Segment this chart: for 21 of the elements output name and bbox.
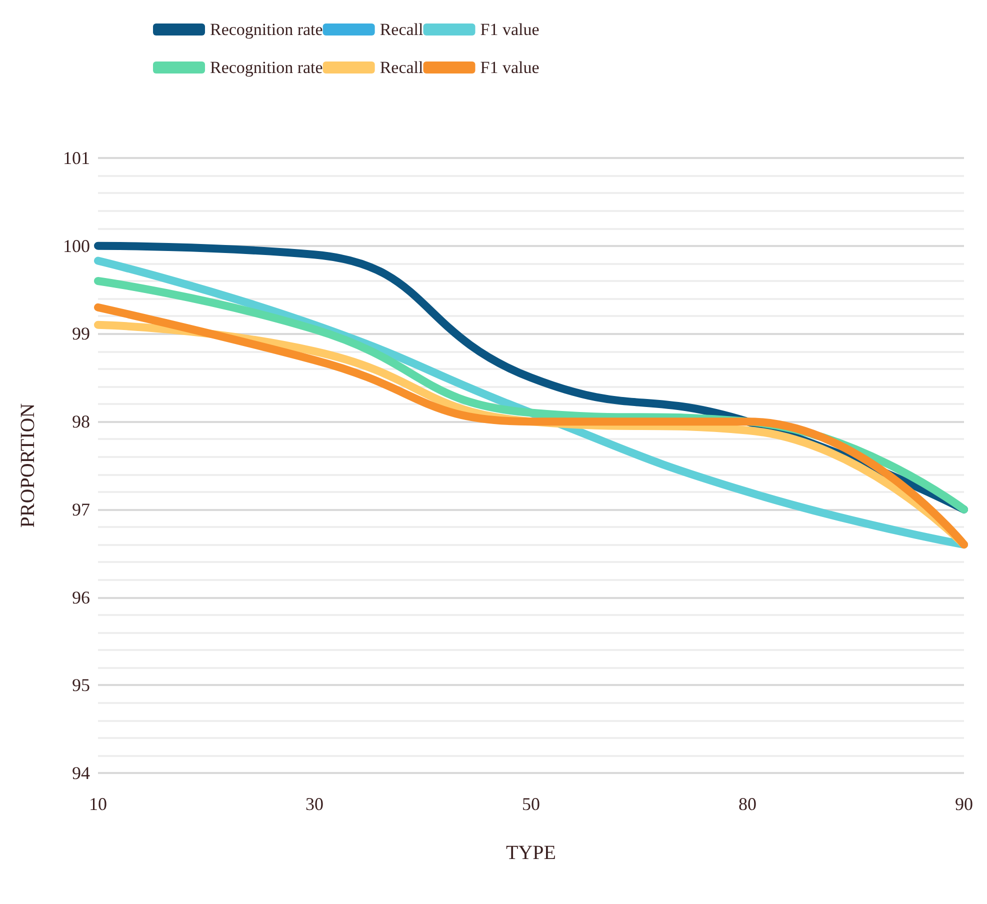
legend-label: Recognition rate bbox=[210, 20, 323, 39]
y-tick-label: 101 bbox=[63, 148, 90, 168]
legend-label: Recall bbox=[380, 58, 424, 77]
legend-label: Recall bbox=[380, 20, 424, 39]
y-tick-label: 99 bbox=[72, 324, 90, 344]
x-tick-label: 90 bbox=[955, 794, 973, 814]
y-tick-label: 97 bbox=[72, 499, 90, 520]
y-tick-label: 98 bbox=[72, 412, 90, 432]
x-tick-label: 30 bbox=[306, 794, 324, 814]
legend-label: F1 value bbox=[480, 58, 540, 77]
y-tick-label: 96 bbox=[72, 587, 90, 608]
y-axis-title: PROPORTION bbox=[17, 403, 39, 528]
x-axis-title: TYPE bbox=[506, 842, 556, 864]
y-tick-label: 94 bbox=[72, 763, 90, 783]
y-tick-label: 95 bbox=[72, 675, 90, 696]
x-tick-label: 80 bbox=[738, 794, 756, 814]
x-tick-label: 50 bbox=[522, 794, 540, 814]
legend-label: F1 value bbox=[480, 20, 540, 39]
legend-label: Recognition rate bbox=[210, 58, 323, 77]
y-tick-label: 100 bbox=[63, 236, 90, 256]
x-tick-label: 10 bbox=[89, 794, 107, 814]
